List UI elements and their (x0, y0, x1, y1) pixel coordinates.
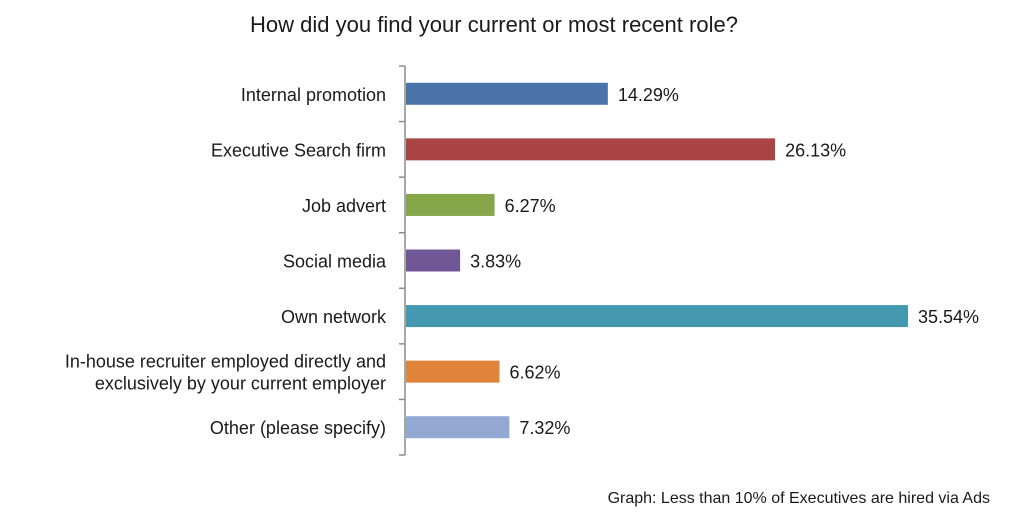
bar (406, 82, 608, 105)
category-label: In-house recruiter employed directly and (65, 352, 386, 372)
data-label: 6.62% (510, 363, 561, 383)
data-label: 7.32% (519, 418, 570, 438)
data-label: 26.13% (785, 140, 846, 160)
category-label: Own network (281, 307, 387, 327)
chart-title: How did you find your current or most re… (250, 12, 738, 37)
value-labels: 14.29% 26.13% 6.27% 3.83% 35.54% 6.62% 7.32% (470, 85, 979, 438)
bar (406, 249, 461, 272)
data-label: 3.83% (470, 252, 521, 272)
chart-caption: Graph: Less than 10% of Executives are h… (608, 490, 990, 507)
bar (406, 360, 500, 383)
category-label: Internal promotion (241, 85, 386, 105)
data-label: 6.27% (505, 196, 556, 216)
bars (406, 82, 908, 439)
category-label: Social media (283, 252, 387, 272)
bar (406, 193, 495, 216)
data-label: 14.29% (618, 85, 679, 105)
category-labels: Internal promotion Executive Search firm J… (65, 85, 387, 438)
y-axis (399, 65, 406, 456)
bar (406, 305, 908, 328)
category-label: Job advert (302, 196, 386, 216)
category-label: Other (please specify) (210, 418, 386, 438)
category-label: exclusively by your current employer (95, 374, 386, 394)
bar (406, 138, 776, 161)
category-label: Executive Search firm (211, 140, 386, 160)
bar (406, 416, 510, 439)
data-label: 35.54% (918, 307, 979, 327)
